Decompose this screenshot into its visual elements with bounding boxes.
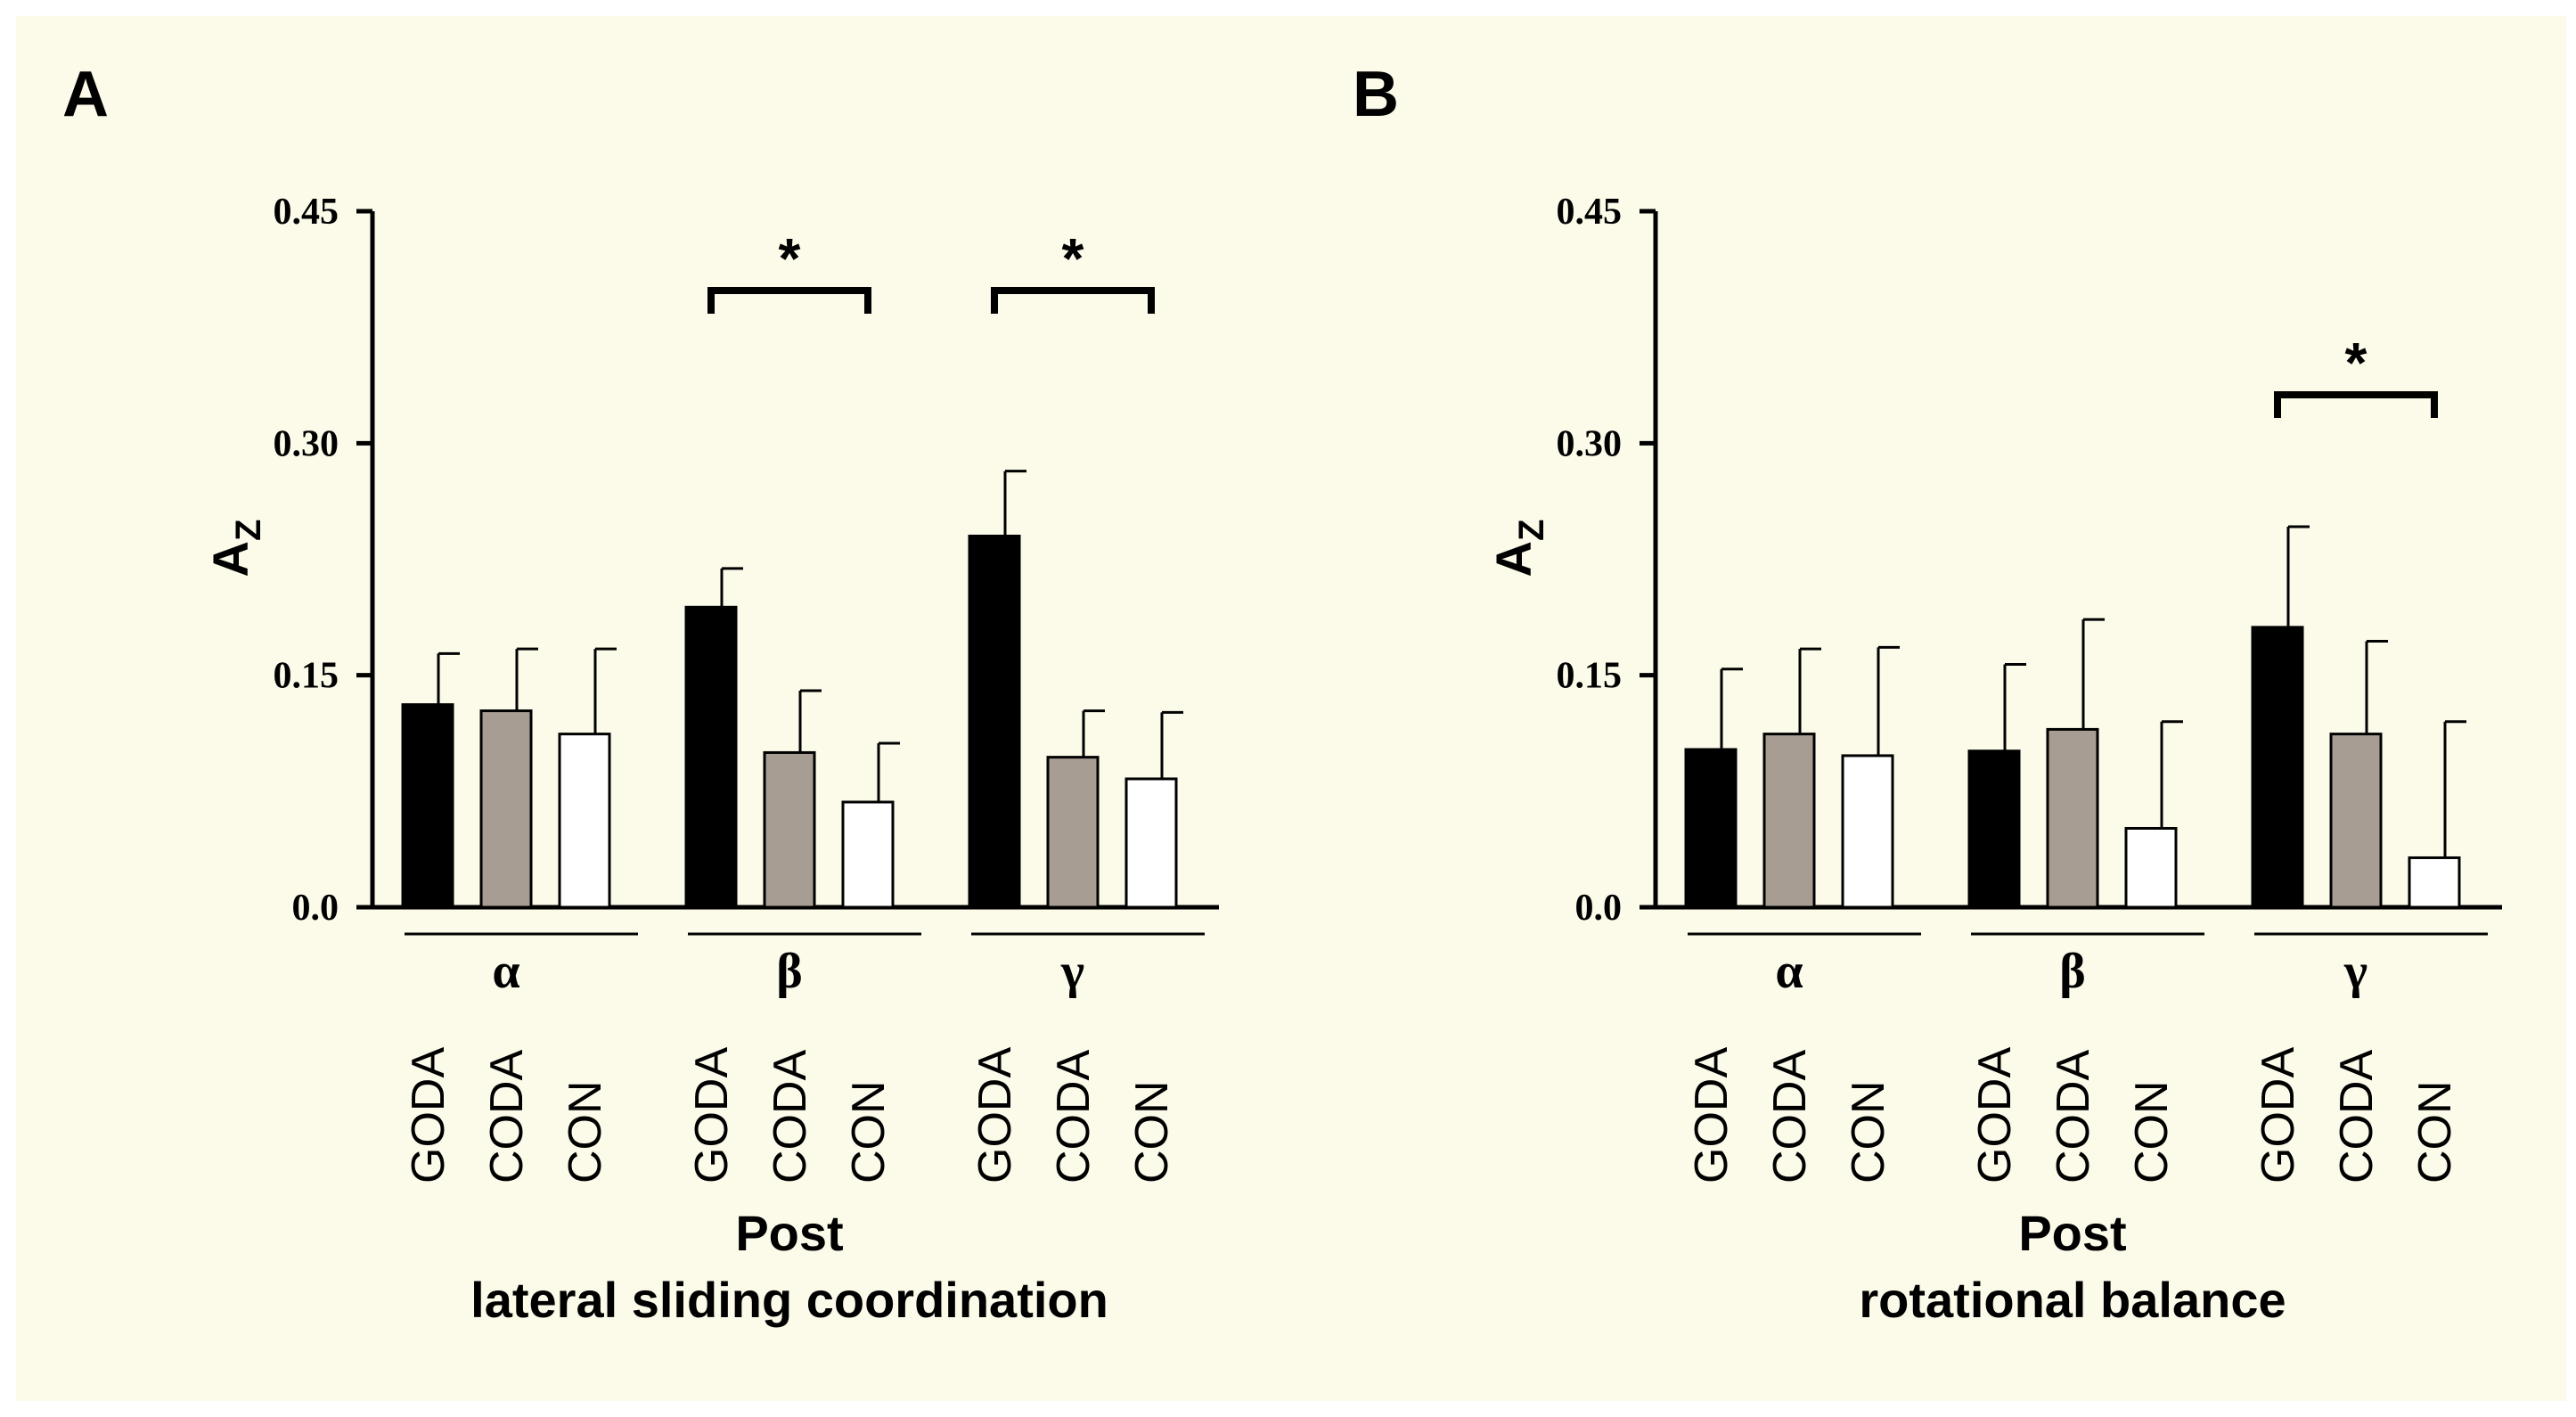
figure-canvas: A 0.0 0.15 0.30 0.45 AZ α GODA: 0.131 GODA α COD…: [62, 59, 2502, 1328]
y-tick-label: 0.45: [274, 192, 339, 233]
bar: β CON: 0.068: [841, 800, 895, 909]
category-label: GODA: [1686, 1047, 1738, 1184]
category-label: CON: [2126, 1080, 2178, 1184]
y-tick-label: 0.0: [292, 888, 339, 929]
caption-line-2: lateral sliding coordination: [470, 1272, 1108, 1328]
bar: β CODA: 0.1: [763, 750, 816, 909]
caption-line-1: Post: [2018, 1205, 2126, 1261]
y-axis-label-subscript: Z: [1512, 520, 1551, 541]
y-tick-label: 0.30: [1557, 423, 1623, 464]
group-label: β: [776, 944, 803, 999]
bar: α GODA: 0.102: [1684, 748, 1738, 909]
bar: γ CODA: 0.112: [2329, 733, 2383, 909]
category-label: CON: [843, 1080, 895, 1184]
significance-bracket: [991, 287, 1155, 314]
group-label: β: [2059, 944, 2086, 999]
caption-line-1: Post: [735, 1205, 843, 1261]
bar: β CON: 0.051: [2124, 826, 2178, 909]
category-label: CON: [560, 1080, 611, 1184]
caption-line-2: rotational balance: [1859, 1272, 2286, 1328]
panel-letter: B: [1353, 59, 1399, 130]
significance-bracket: [2274, 391, 2438, 418]
category-label: GODA: [2253, 1047, 2304, 1184]
category-label: CON: [1126, 1080, 1178, 1184]
bar: β GODA: 0.101: [1967, 749, 2021, 909]
group-label: α: [492, 944, 519, 999]
significance-marker: *: [1062, 226, 1084, 291]
category-label: CODA: [1048, 1049, 1100, 1184]
group-label: γ: [2343, 944, 2367, 999]
group-label: α: [1775, 944, 1803, 999]
bar: α CODA: 0.127: [479, 709, 533, 909]
bar: γ GODA: 0.181: [2251, 626, 2304, 909]
bar: γ CON: 0.083: [1124, 777, 1178, 909]
bar: β GODA: 0.194: [684, 605, 738, 909]
bar: α CON: 0.112: [558, 733, 611, 909]
bar: γ CODA: 0.097: [1046, 756, 1100, 909]
y-axis-label: AZ: [1485, 520, 1551, 577]
bar: α CODA: 0.112: [1762, 733, 1816, 909]
category-label: GODA: [1969, 1047, 2021, 1184]
panel-letter: A: [62, 59, 109, 130]
category-label: CODA: [2048, 1049, 2099, 1184]
significance-bracket: [707, 287, 871, 314]
group-label: γ: [1060, 944, 1084, 999]
bar: β CODA: 0.115: [2046, 727, 2099, 909]
y-tick-label: 0.45: [1557, 192, 1623, 233]
category-label: CODA: [481, 1049, 533, 1184]
bar: γ CON: 0.032: [2408, 856, 2461, 909]
bar: α GODA: 0.131: [401, 703, 454, 909]
figure: A 0.0 0.15 0.30 0.45 AZ α GODA: 0.131 GODA α COD…: [16, 16, 2566, 1401]
category-label: CODA: [1764, 1049, 1816, 1184]
panel-A: A 0.0 0.15 0.30 0.45 AZ α GODA: 0.131 GODA α COD…: [62, 59, 1219, 1328]
bar: γ GODA: 0.24: [968, 534, 1021, 909]
y-tick-label: 0.15: [274, 656, 339, 697]
y-tick-label: 0.15: [1557, 656, 1623, 697]
y-tick-label: 0.0: [1575, 888, 1623, 929]
y-axis-label-subscript: Z: [229, 520, 268, 541]
significance-marker: *: [2345, 331, 2367, 395]
category-label: CON: [2409, 1080, 2461, 1184]
y-axis-label: AZ: [202, 520, 268, 577]
category-label: CODA: [2331, 1049, 2383, 1184]
bar: α CON: 0.098: [1841, 754, 1894, 909]
panel-B: B 0.0 0.15 0.30 0.45 AZ α GODA: 0.102 GODA α COD…: [1353, 59, 2502, 1328]
y-tick-label: 0.30: [274, 423, 339, 464]
category-label: CODA: [765, 1049, 816, 1184]
category-label: CON: [1843, 1080, 1894, 1184]
category-label: GODA: [403, 1047, 454, 1184]
category-label: GODA: [686, 1047, 738, 1184]
significance-marker: *: [779, 226, 801, 291]
category-label: GODA: [969, 1047, 1021, 1184]
